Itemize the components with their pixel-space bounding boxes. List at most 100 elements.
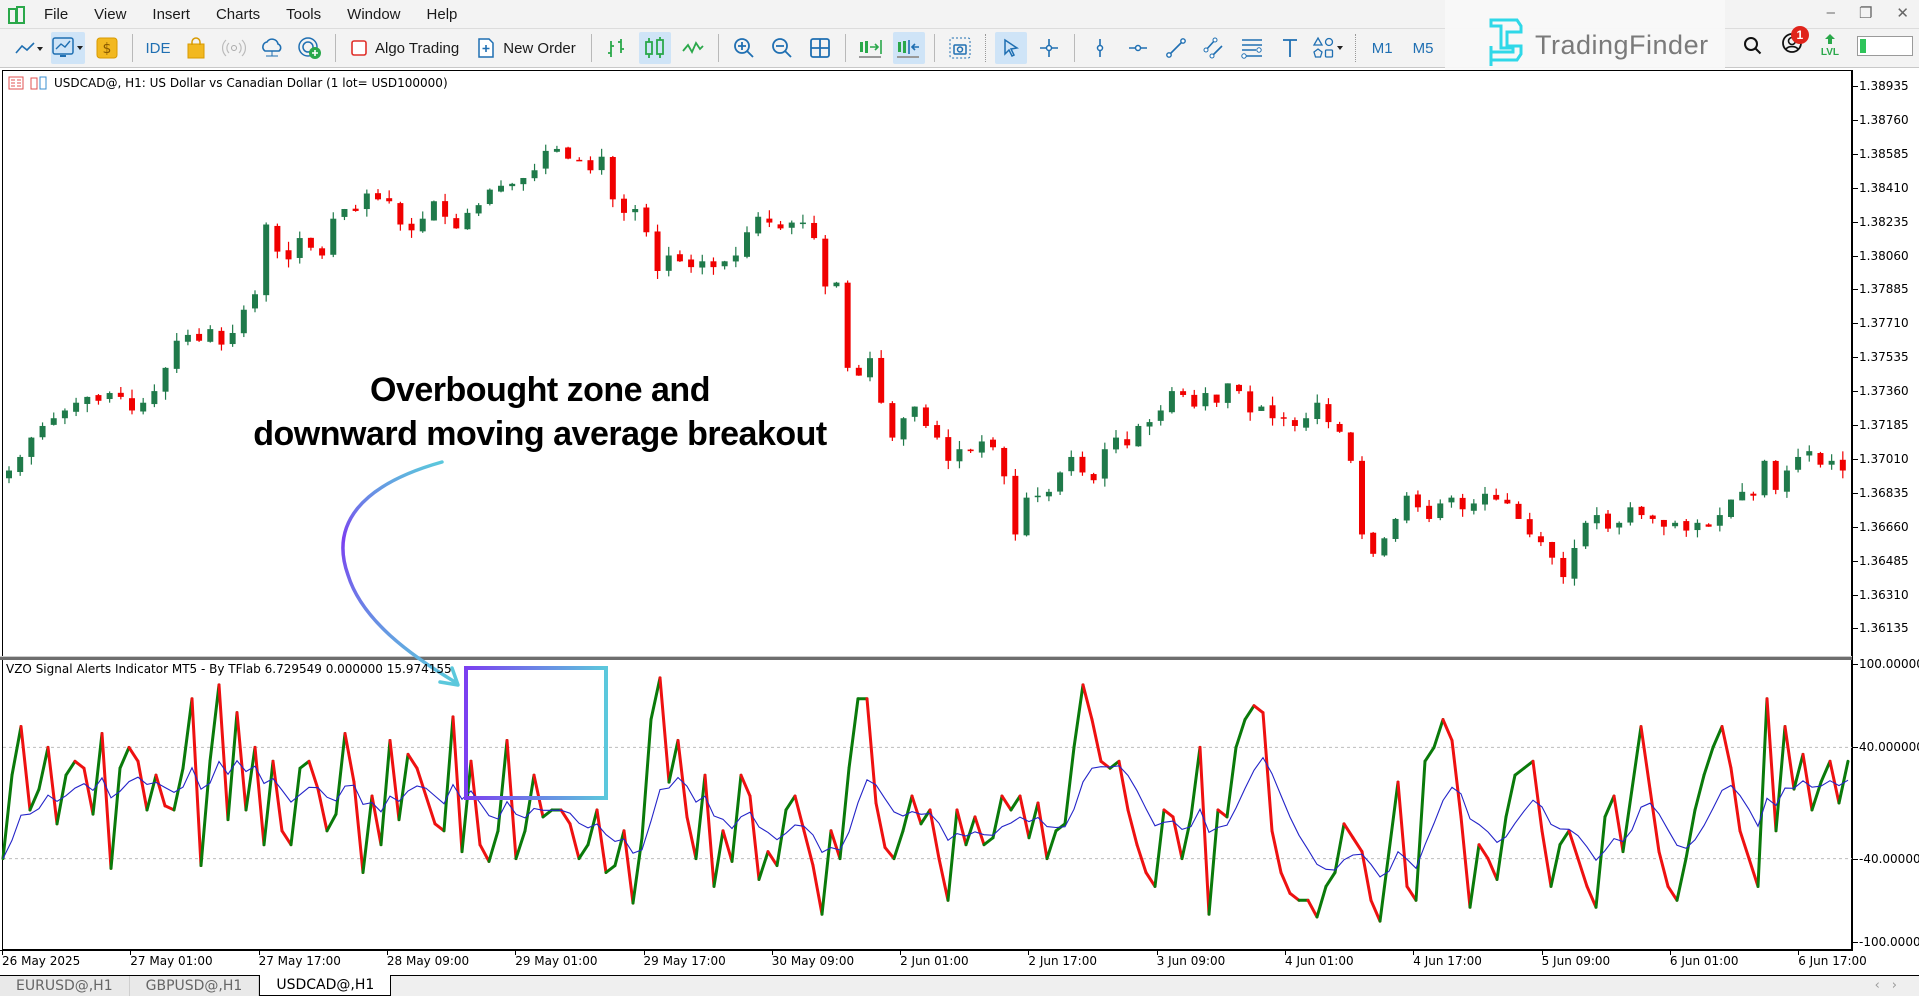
tab-usdcad[interactable]: USDCAD@,H1: [259, 975, 392, 996]
indicator-title: VZO Signal Alerts Indicator MT5 - By TFl…: [6, 662, 452, 676]
algo-trading-button[interactable]: Algo Trading: [345, 32, 465, 64]
menu-file[interactable]: File: [44, 5, 69, 23]
equidistant-channel-icon: [1203, 37, 1223, 59]
price-tick-label: 1.38235: [1853, 215, 1909, 229]
price-tick-label: 1.36835: [1853, 486, 1909, 500]
tab-eurusd[interactable]: EURUSD@,H1: [0, 976, 130, 996]
level-button[interactable]: LVL: [1821, 33, 1839, 58]
restore-icon[interactable]: ❐: [1858, 5, 1873, 22]
horizontal-line-icon: [1128, 44, 1147, 52]
price-tick-label: 1.36135: [1853, 621, 1909, 635]
menu-insert[interactable]: Insert: [152, 5, 190, 23]
text-button[interactable]: [1274, 32, 1306, 64]
menu-charts[interactable]: Charts: [215, 5, 261, 23]
menu-help[interactable]: Help: [426, 5, 458, 23]
line-chart-dropdown[interactable]: [13, 32, 45, 64]
auto-scroll-button[interactable]: [855, 32, 887, 64]
minimize-icon[interactable]: –: [1826, 4, 1835, 21]
time-tick-label: 29 May 17:00: [643, 950, 726, 968]
toolbar-separator: [335, 34, 336, 62]
candlestick-button[interactable]: [638, 32, 671, 64]
price-tick-label: 1.36310: [1853, 588, 1909, 602]
algo-trading-label: Algo Trading: [375, 39, 460, 57]
price-tick-label: 1.38060: [1853, 249, 1909, 263]
time-tick-label: 6 Jun 17:00: [1798, 950, 1867, 968]
line-graph-icon: [682, 41, 704, 54]
chart-symbol-title: USDCAD@, H1: US Dollar vs Canadian Dolla…: [54, 76, 448, 90]
timeframe-m1[interactable]: M1: [1371, 39, 1393, 57]
grid-icon: [809, 38, 830, 58]
chart-type-dropdown[interactable]: [51, 32, 85, 64]
time-axis-border: [0, 950, 1853, 951]
window-controls: – ❐ ✕: [1827, 4, 1909, 22]
ide-button[interactable]: IDE: [142, 32, 174, 64]
time-tick-label: 26 May 2025: [2, 950, 81, 968]
price-tick-label: 1.37010: [1853, 452, 1909, 466]
price-tick-label: 1.38760: [1853, 113, 1909, 127]
price-tick-label: 1.37535: [1853, 350, 1909, 364]
vertical-line-icon: [1096, 39, 1104, 57]
time-tick-label: 3 Jun 09:00: [1156, 950, 1226, 968]
chart-shift-button[interactable]: [892, 32, 925, 64]
zoom-in-button[interactable]: [728, 32, 760, 64]
progress-fill: [1860, 38, 1866, 53]
shapes-dropdown[interactable]: [1312, 32, 1346, 64]
vps-button[interactable]: [256, 32, 288, 64]
toolbar-separator: [844, 34, 846, 62]
tab-scroll-arrows[interactable]: ‹›: [1874, 978, 1909, 993]
menu-window[interactable]: Window: [347, 5, 401, 23]
timeframe-m5[interactable]: M5: [1412, 39, 1434, 57]
camera-icon: [949, 37, 971, 59]
broadcast-icon: [222, 39, 246, 57]
time-tick-label: 27 May 17:00: [258, 950, 341, 968]
level-label: LVL: [1820, 47, 1839, 58]
fibonacci-button[interactable]: [1236, 32, 1268, 64]
level-up-arrow-icon: [1824, 34, 1835, 44]
menu-tools[interactable]: Tools: [286, 5, 322, 23]
tile-windows-button[interactable]: [804, 32, 836, 64]
community-button[interactable]: [294, 32, 326, 64]
indicator-tick-label: -100.000000: [1853, 935, 1919, 949]
indicator-pane[interactable]: [2, 660, 1852, 950]
zoom-out-button[interactable]: [766, 32, 798, 64]
account-button[interactable]: 1: [1781, 26, 1809, 59]
price-axis-border: [1852, 70, 1853, 950]
indicator-tick-label: 40.000000: [1853, 740, 1919, 754]
trendline-button[interactable]: [1160, 32, 1192, 64]
time-tick-label: 2 Jun 17:00: [1028, 950, 1097, 968]
toolbar-separator: [1354, 34, 1356, 62]
signals-button[interactable]: [218, 32, 250, 64]
pane-splitter[interactable]: [0, 656, 1852, 660]
price-tick-label: 1.37360: [1853, 384, 1909, 398]
new-order-icon: [478, 38, 494, 58]
chart-window[interactable]: USDCAD@, H1: US Dollar vs Canadian Dolla…: [0, 70, 1919, 975]
search-icon[interactable]: [1743, 36, 1763, 56]
line-button[interactable]: [677, 32, 709, 64]
tab-gbpusd[interactable]: GBPUSD@,H1: [129, 976, 260, 996]
price-tick-label: 1.38935: [1853, 79, 1909, 93]
menu-view[interactable]: View: [94, 5, 127, 23]
screenshot-button[interactable]: [944, 32, 976, 64]
trendline-icon: [1165, 38, 1186, 58]
candlestick-icon: [644, 37, 664, 58]
price-tick-label: 1.37185: [1853, 418, 1909, 432]
crosshair-icon: [1039, 39, 1058, 57]
new-order-button[interactable]: New Order: [471, 32, 582, 64]
channel-button[interactable]: [1198, 32, 1230, 64]
price-pane[interactable]: [2, 70, 1852, 656]
chart-shift-icon: [896, 40, 919, 58]
toolbar-separator: [984, 34, 986, 62]
bar-chart-icon: [607, 39, 624, 57]
horizontal-line-button[interactable]: [1122, 32, 1154, 64]
market-bag-button[interactable]: [180, 32, 212, 64]
cursor-button[interactable]: [994, 32, 1027, 64]
crosshair-button[interactable]: [1033, 32, 1065, 64]
market-button[interactable]: $: [91, 32, 123, 64]
chart-canvas: [1, 144, 1852, 923]
chart-properties-icon[interactable]: [30, 76, 48, 90]
toolbar-separator: [590, 34, 592, 62]
bar-chart-button[interactable]: [601, 32, 633, 64]
one-click-trading-icon[interactable]: [8, 76, 24, 90]
close-icon[interactable]: ✕: [1896, 5, 1909, 22]
vertical-line-button[interactable]: [1084, 32, 1116, 64]
